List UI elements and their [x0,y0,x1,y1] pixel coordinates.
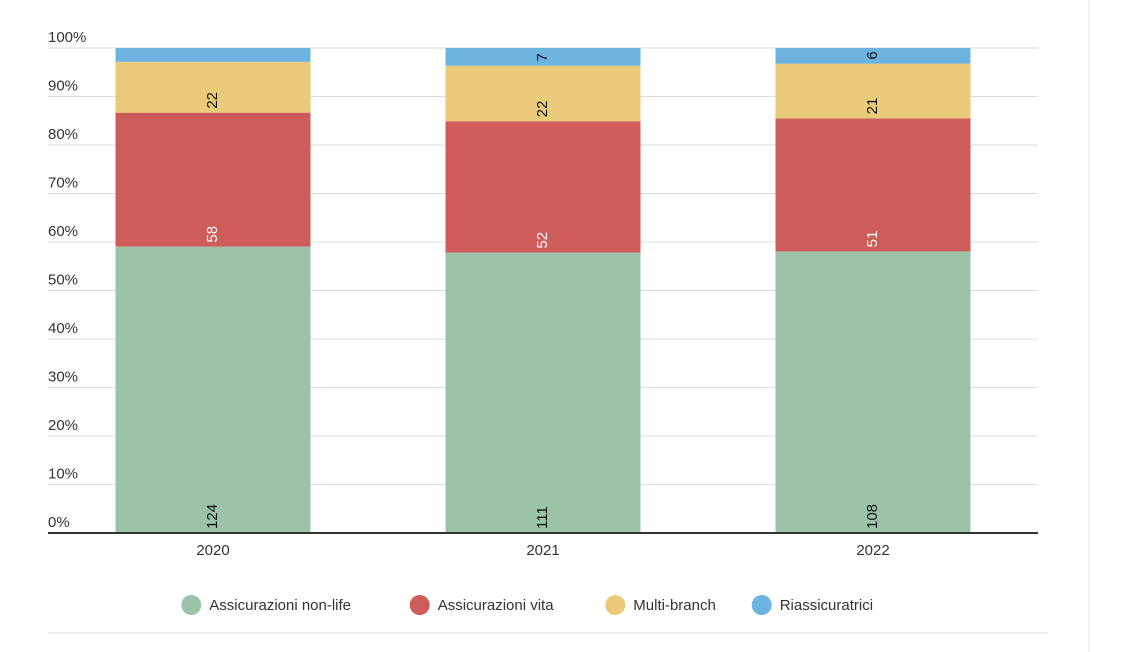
y-tick-label: 90% [48,78,78,95]
y-tick-label: 10% [48,466,78,483]
data-label: 22 [204,92,221,109]
legend-swatch [751,595,772,615]
data-label: 108 [864,504,881,529]
legend-swatch [605,595,626,615]
y-tick-label: 100% [48,29,86,46]
y-tick-label: 70% [48,175,78,192]
legend-label: Multi-branch [633,597,716,614]
data-label: 21 [864,98,881,115]
bar-segment [445,65,641,122]
legend-label: Riassicuratrici [780,597,873,614]
data-label: 58 [204,226,221,243]
y-tick-label: 40% [48,320,78,337]
y-tick-label: 20% [48,417,78,434]
bar-segment [775,251,971,534]
data-label: 7 [534,53,551,61]
bar-segment [115,48,311,62]
legend-swatch [181,595,202,615]
data-label: 52 [534,232,551,249]
y-tick-label: 0% [48,514,70,531]
bar-segment [115,112,311,247]
data-label: 51 [864,231,881,248]
x-tick-label: 2021 [526,542,559,559]
y-tick-label: 60% [48,223,78,240]
data-label: 111 [534,506,551,529]
bar-segment [775,63,971,119]
bar-segment [115,246,311,533]
data-label: 6 [864,51,881,59]
x-tick-label: 2022 [856,542,889,559]
y-tick-label: 50% [48,272,78,289]
bar-segment [115,61,311,113]
legend-swatch [409,595,430,615]
data-label: 22 [534,101,551,118]
bar-segment [445,48,641,66]
y-tick-label: 30% [48,369,78,386]
bar-segment [445,252,641,533]
bar-segment [445,121,641,253]
data-label: 124 [204,504,221,529]
bar-segment [775,118,971,252]
y-tick-label: 80% [48,126,78,143]
bar-segment [775,48,971,64]
legend-label: Assicurazioni non-life [209,597,351,614]
x-tick-label: 2020 [196,542,229,559]
legend-label: Assicurazioni vita [438,597,555,614]
